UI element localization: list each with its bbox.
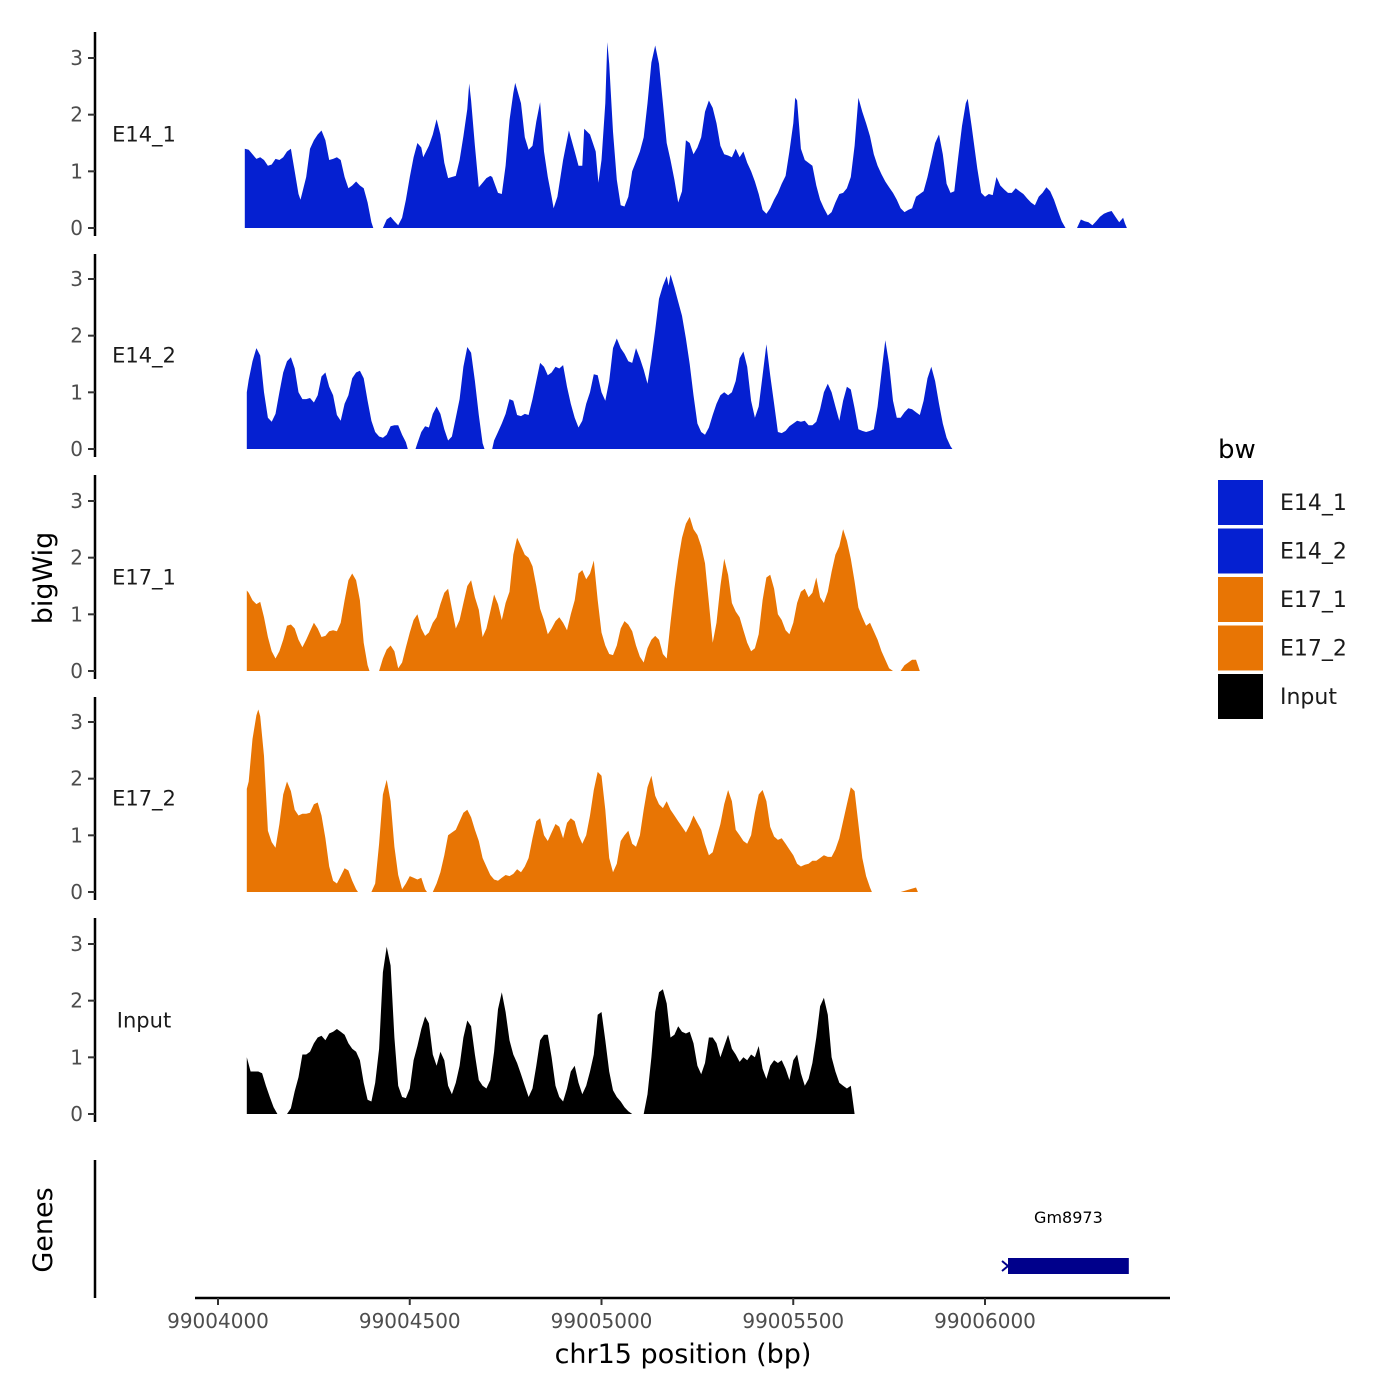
gene-strand-arrow (1001, 1260, 1010, 1272)
y-tick-label: 2 (70, 103, 83, 127)
y-tick-label: 3 (70, 489, 83, 513)
legend: bw E14_1 E14_2 E17_1 E17_2 Input (1218, 435, 1347, 719)
y-tick-label: 1 (70, 159, 83, 183)
x-tick-label: 99005000 (551, 1309, 653, 1333)
track-e14-2: 0 1 2 3 E14_2 (70, 254, 953, 461)
y-tick-label: 3 (70, 710, 83, 734)
coverage-area-e14-1 (244, 42, 1127, 228)
legend-item-e17-2: E17_2 (1218, 625, 1347, 671)
y-tick-label: 2 (70, 546, 83, 570)
x-axis: 99004000 99004500 99005000 99005500 99006000 (167, 1296, 1170, 1333)
legend-label: E14_2 (1280, 540, 1347, 565)
coverage-area-e14-2 (246, 274, 953, 449)
legend-item-input: Input (1218, 674, 1337, 719)
y-tick-label: 2 (70, 767, 83, 791)
legend-label: E14_1 (1280, 491, 1347, 516)
y-tick-label: 3 (70, 932, 83, 956)
y-tick-label: 3 (70, 267, 83, 291)
x-tick-label: 99006000 (934, 1309, 1036, 1333)
y-tick-label: 3 (70, 46, 83, 70)
y-tick-label: 1 (70, 1045, 83, 1069)
coverage-area-e17-2 (246, 709, 918, 892)
legend-label: E17_1 (1280, 588, 1347, 613)
coverage-area-e17-1 (246, 516, 920, 671)
coverage-area-input (246, 946, 855, 1114)
legend-title: bw (1218, 435, 1256, 465)
y-tick-label: 0 (70, 216, 83, 240)
y-axis-title: bigWig (28, 532, 59, 625)
track-label-e14-1: E14_1 (112, 123, 176, 148)
track-label-e17-2: E17_2 (112, 787, 176, 812)
y-tick-label: 2 (70, 324, 83, 348)
y-tick-label: 0 (70, 1102, 83, 1126)
x-tick-label: 99005500 (742, 1309, 844, 1333)
coverage-tracks: 0 1 2 3 E14_1 0 1 2 3 E14_2 0 1 2 3 E17_1 0 1 2 3 E17_2 0 1 2 3… (70, 32, 1127, 1126)
track-e17-1: 0 1 2 3 E17_1 (70, 475, 920, 683)
y-tick-label: 1 (70, 602, 83, 626)
legend-swatch (1218, 528, 1263, 574)
gene-body (1008, 1258, 1129, 1274)
gene-gm8973: Gm8973 (1001, 1208, 1129, 1274)
y-tick-label: 1 (70, 380, 83, 404)
genes-axis-title: Genes (28, 1187, 59, 1272)
gene-label: Gm8973 (1034, 1208, 1103, 1227)
legend-item-e14-2: E14_2 (1218, 528, 1347, 574)
track-input: 0 1 2 3 Input (70, 918, 855, 1126)
legend-swatch (1218, 674, 1263, 719)
legend-swatch (1218, 625, 1263, 671)
legend-swatch (1218, 480, 1263, 525)
y-tick-label: 1 (70, 823, 83, 847)
track-label-input: Input (117, 1009, 171, 1033)
y-tick-label: 0 (70, 880, 83, 904)
x-tick-label: 99004000 (167, 1309, 269, 1333)
track-e14-1: 0 1 2 3 E14_1 (70, 32, 1127, 240)
x-axis-title: chr15 position (bp) (555, 1339, 812, 1370)
legend-label: E17_2 (1280, 637, 1347, 662)
track-label-e14-2: E14_2 (112, 344, 176, 369)
track-label-e17-1: E17_1 (112, 566, 176, 591)
legend-swatch (1218, 577, 1263, 622)
x-tick-label: 99004500 (359, 1309, 461, 1333)
y-tick-label: 0 (70, 659, 83, 683)
y-tick-label: 0 (70, 437, 83, 461)
legend-item-e17-1: E17_1 (1218, 577, 1347, 622)
legend-label: Input (1280, 685, 1337, 710)
legend-item-e14-1: E14_1 (1218, 480, 1347, 525)
y-tick-label: 2 (70, 989, 83, 1013)
track-e17-2: 0 1 2 3 E17_2 (70, 697, 918, 904)
genes-track: Gm8973 (93, 1160, 1129, 1298)
